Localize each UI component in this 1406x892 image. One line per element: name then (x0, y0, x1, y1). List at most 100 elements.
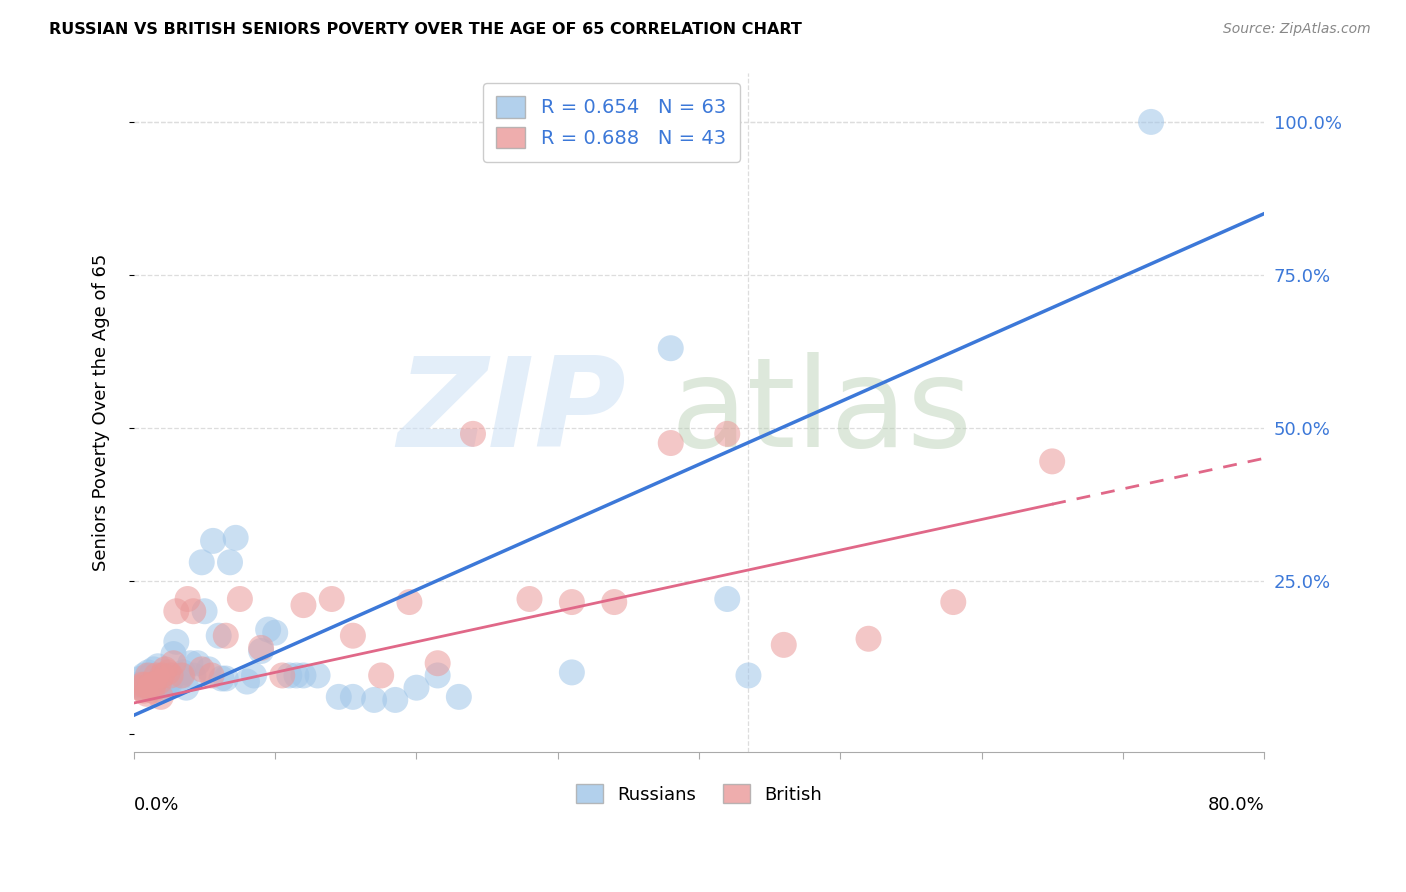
Point (250, 644, 273, 658)
Text: Source: ZipAtlas.com: Source: ZipAtlas.com (1223, 22, 1371, 37)
Point (1040, 454, 1063, 468)
Point (264, 625, 287, 640)
Point (229, 592, 252, 607)
Point (138, 672, 160, 686)
Point (176, 592, 198, 607)
Point (211, 672, 233, 686)
Point (181, 668, 204, 682)
Point (141, 683, 163, 698)
Point (292, 598, 315, 612)
Point (142, 662, 165, 676)
Point (190, 555, 212, 569)
Point (143, 681, 166, 695)
Point (716, 592, 738, 607)
Point (153, 678, 176, 692)
Point (737, 668, 759, 682)
Point (243, 668, 266, 682)
Text: RUSSIAN VS BRITISH SENIORS POVERTY OVER THE AGE OF 65 CORRELATION CHART: RUSSIAN VS BRITISH SENIORS POVERTY OVER … (49, 22, 801, 37)
Point (271, 668, 294, 682)
Point (194, 604, 217, 618)
Point (145, 672, 167, 686)
Point (181, 604, 204, 618)
Point (155, 681, 177, 695)
Point (146, 659, 169, 673)
Point (942, 595, 965, 609)
Point (129, 672, 152, 686)
Point (363, 693, 385, 707)
Point (127, 678, 149, 692)
Text: ZIP: ZIP (396, 352, 626, 473)
Point (131, 681, 153, 695)
Point (342, 629, 364, 643)
Point (426, 668, 449, 682)
Point (148, 674, 170, 689)
Point (772, 638, 794, 652)
Point (134, 678, 156, 692)
Point (145, 668, 167, 682)
Y-axis label: Seniors Poverty Over the Age of 65: Seniors Poverty Over the Age of 65 (93, 253, 110, 571)
Point (186, 657, 208, 671)
Point (135, 678, 157, 692)
Point (170, 668, 193, 682)
Point (135, 687, 157, 701)
Point (165, 635, 187, 649)
Point (150, 668, 173, 682)
Point (172, 665, 194, 680)
Point (179, 657, 201, 671)
Point (134, 674, 156, 689)
Point (153, 662, 176, 676)
Point (202, 533, 225, 548)
Point (156, 674, 179, 689)
Point (190, 662, 212, 676)
Point (342, 690, 364, 704)
Point (162, 647, 184, 661)
Point (447, 690, 470, 704)
Point (561, 595, 583, 609)
Point (659, 341, 682, 355)
Point (257, 623, 280, 637)
Point (174, 681, 197, 695)
Text: atlas: atlas (671, 352, 973, 473)
Point (150, 672, 173, 686)
Point (157, 678, 180, 692)
Point (159, 668, 181, 682)
Point (215, 672, 238, 686)
Point (225, 531, 247, 545)
Point (148, 674, 170, 689)
Point (426, 657, 449, 671)
Text: 0.0%: 0.0% (134, 796, 180, 814)
Point (219, 555, 242, 569)
Point (603, 595, 626, 609)
Point (519, 592, 541, 607)
Point (236, 674, 259, 689)
Point (321, 592, 343, 607)
Point (169, 668, 191, 682)
Point (307, 668, 329, 682)
Point (132, 683, 155, 698)
Point (370, 668, 392, 682)
Point (131, 678, 153, 692)
Point (142, 678, 165, 692)
Point (278, 668, 301, 682)
Point (250, 640, 273, 655)
Point (136, 665, 159, 680)
Point (561, 665, 583, 680)
Point (141, 678, 163, 692)
Point (149, 690, 172, 704)
Point (292, 668, 315, 682)
Point (160, 672, 183, 686)
Point (461, 426, 484, 441)
Point (208, 629, 231, 643)
Point (139, 678, 162, 692)
Point (858, 632, 880, 646)
Point (162, 657, 184, 671)
Point (159, 668, 181, 682)
Point (149, 683, 172, 698)
Point (285, 668, 308, 682)
Point (166, 674, 188, 689)
Point (128, 681, 150, 695)
Text: 80.0%: 80.0% (1208, 796, 1264, 814)
Point (198, 662, 221, 676)
Legend: Russians, British: Russians, British (568, 776, 830, 811)
Point (398, 595, 420, 609)
